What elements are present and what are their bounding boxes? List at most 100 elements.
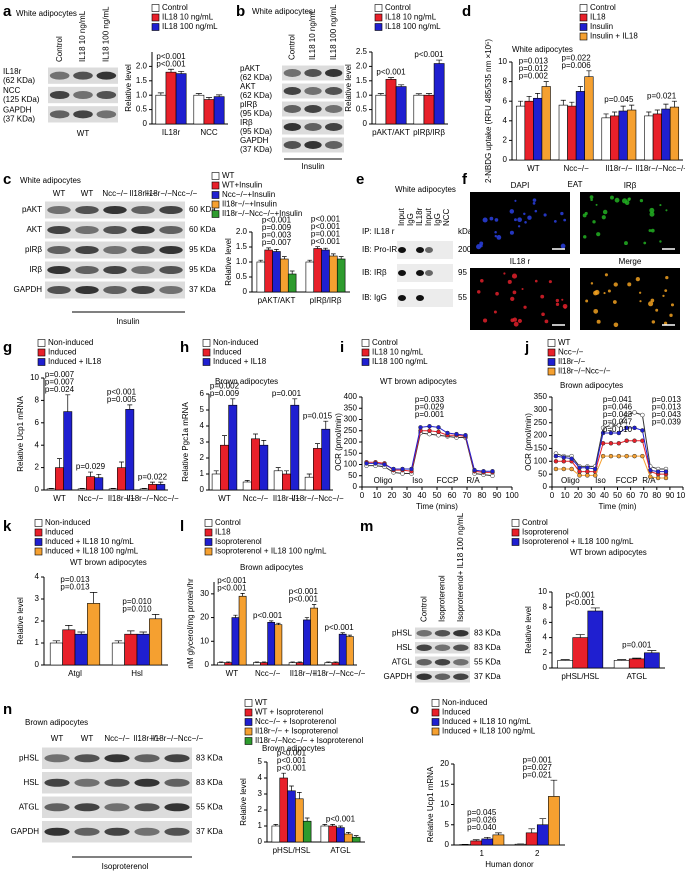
panel-label: d [462, 3, 471, 20]
blot-band [398, 295, 406, 301]
legend-label: Il18r−/−Ncc−/− + Isoproterenol [255, 736, 364, 745]
blot-band [434, 659, 451, 666]
p-value: p<0.001 [156, 52, 186, 61]
error-bar [526, 95, 532, 102]
row-kda: (62 KDa) [3, 76, 35, 85]
point [655, 469, 661, 474]
p-value: p=0.046 [603, 403, 633, 412]
blot-footer: WT [77, 129, 90, 138]
blot-band [434, 644, 451, 651]
error-bar [240, 593, 245, 597]
point [436, 429, 441, 435]
bar [321, 249, 330, 293]
y-tick-label: 4 [35, 440, 40, 449]
legend-label: Ncc−/− + Isoproterenol [255, 717, 336, 726]
p-value: p=0.010 [603, 425, 633, 434]
error-bar [323, 420, 329, 430]
legend-label: WT + Isoproterenol [255, 708, 323, 717]
blot-band [104, 827, 130, 836]
blot-band [134, 803, 160, 812]
y-tick-label: 300 [344, 415, 358, 424]
blot-band [159, 266, 183, 274]
bar [259, 444, 269, 491]
blot-band [47, 266, 71, 274]
blot-band [425, 247, 433, 253]
legend-swatch [431, 708, 440, 717]
row-label: GAPDH [14, 285, 43, 294]
blot-band [74, 754, 100, 763]
blot-band [398, 247, 406, 253]
blot-band [324, 141, 343, 149]
y-tick-label: 150 [344, 448, 358, 457]
micrograph-dot [510, 318, 515, 323]
blot-band [453, 659, 469, 666]
micrograph-dot [512, 290, 517, 295]
micrograph-dot [602, 209, 608, 215]
legend-swatch [374, 23, 383, 31]
point [640, 453, 645, 459]
micrograph [580, 192, 680, 254]
lane-label: Il18r−/− [133, 734, 160, 743]
point [663, 475, 669, 481]
blot-band [304, 69, 322, 77]
row-kda: 95 KDa [189, 265, 216, 274]
bar [321, 428, 331, 491]
error-bar [617, 659, 627, 661]
error-bar [266, 247, 272, 250]
error-bar [77, 631, 85, 635]
bar [313, 448, 322, 491]
blot-title: White adipocytes [16, 9, 77, 18]
y-axis-label: Relative level [224, 238, 233, 286]
blot-band [283, 87, 302, 95]
y-tick-label: 2.5 [356, 47, 368, 56]
point [640, 428, 645, 433]
micrograph-dot [596, 319, 601, 324]
bar [242, 481, 252, 491]
y-tick-label: 1 [258, 821, 263, 830]
p-value: p=0.033 [415, 395, 445, 404]
bar [111, 642, 125, 666]
point [585, 469, 590, 474]
bar [149, 618, 163, 666]
p-value: p=0.022 [138, 472, 168, 481]
x-tick-label: 80 [652, 491, 661, 500]
y-tick-label: 0.5 [236, 272, 248, 281]
point [600, 425, 606, 431]
error-bar [253, 433, 258, 439]
micrograph-dot [607, 289, 611, 293]
point [569, 456, 574, 461]
bar [295, 662, 304, 666]
point [445, 430, 450, 436]
micrograph-dot [494, 218, 499, 222]
micrograph-dot [495, 291, 499, 296]
error-bar [304, 617, 310, 620]
p-value: p=0.013 [519, 57, 549, 66]
y-axis-label: Relative Ucp1 mRNA [426, 766, 435, 842]
row-label: HSL [396, 643, 412, 652]
legend-swatch [204, 519, 213, 527]
y-tick-label: 0.5 [136, 105, 148, 114]
legend-label: Non-induced [442, 698, 487, 707]
y-tick-label: 5 [200, 405, 205, 414]
micrograph-dot [507, 279, 512, 284]
row-kda: (95 KDa) [240, 109, 272, 118]
p-value: p=0.006 [562, 61, 592, 70]
y-axis-label: Relative level [239, 778, 248, 826]
point [427, 424, 432, 429]
lane-label: Control [55, 36, 64, 62]
row-label: pAKT [240, 64, 260, 73]
blot-band [104, 778, 130, 787]
bar [267, 622, 276, 666]
blot-band [434, 673, 451, 680]
point [561, 466, 567, 472]
row-kda: (95 KDa) [240, 127, 272, 136]
p-value: p=0.047 [603, 418, 633, 427]
injection-label: Oligo [561, 476, 580, 485]
legend-label: Control [215, 518, 241, 527]
blot-band [304, 141, 322, 149]
p-value: p<0.001 [326, 815, 356, 824]
row-label: NCC [3, 86, 21, 95]
x-tick-label: 2 [535, 849, 540, 858]
micrograph-dot [604, 273, 608, 277]
y-tick-label: 10 [30, 373, 39, 382]
